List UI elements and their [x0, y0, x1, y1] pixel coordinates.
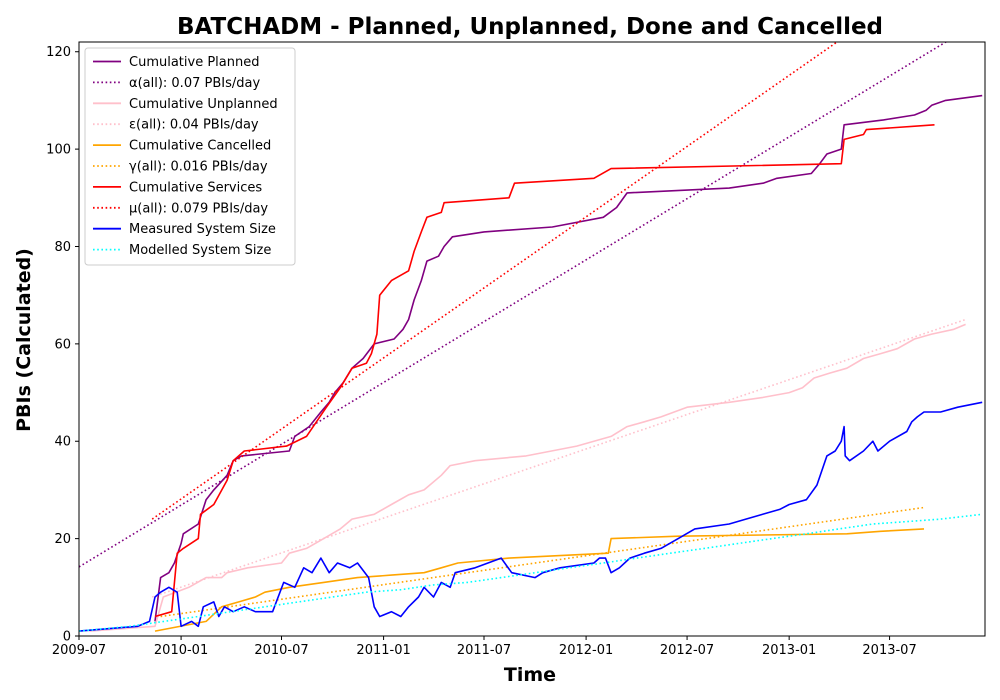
y-tick-label: 60	[54, 337, 71, 352]
x-axis-label: Time	[504, 664, 556, 686]
plot-series	[79, 42, 983, 632]
series-line-7	[151, 42, 839, 520]
y-tick-label: 100	[46, 143, 71, 158]
x-tick-label: 2013-07	[862, 643, 916, 658]
legend: Cumulative Planned α(all): 0.07 PBIs/day C…	[84, 47, 296, 266]
series-line-5	[160, 506, 925, 618]
legend-label: γ(all): 0.016 PBIs/day	[129, 160, 268, 175]
legend-label: Cumulative Unplanned	[129, 97, 278, 112]
legend-entry-all-0-079-pbis-day: μ(all): 0.079 PBIs/day	[93, 201, 268, 216]
x-axis: 2009-07 2010-01 2010-07 2011-01 2011-07 2012-…	[52, 636, 917, 658]
legend-label: μ(all): 0.079 PBIs/day	[129, 201, 268, 216]
y-tick-label: 40	[54, 435, 71, 450]
y-tick-label: 0	[63, 630, 71, 645]
y-tick-label: 120	[46, 45, 71, 60]
legend-label: α(all): 0.07 PBIs/day	[129, 76, 260, 91]
legend-box	[84, 47, 296, 266]
x-tick-label: 2010-01	[154, 643, 208, 658]
legend-entry-all-0-016-pbis-day: γ(all): 0.016 PBIs/day	[93, 160, 268, 175]
series-line-4	[154, 528, 925, 632]
legend-entry-all-0-04-pbis-day: ε(all): 0.04 PBIs/day	[93, 118, 259, 133]
series-line-6	[154, 124, 935, 618]
legend-entry-cumulative-planned: Cumulative Planned	[93, 55, 259, 70]
series-line-9	[79, 513, 983, 632]
x-tick-label: 2012-01	[559, 643, 613, 658]
y-tick-label: 20	[54, 532, 71, 547]
plot-frame	[78, 41, 986, 637]
legend-label: ε(all): 0.04 PBIs/day	[129, 118, 259, 133]
chart-title: BATCHADM - Planned, Unplanned, Done and …	[177, 14, 883, 40]
legend-entry-cumulative-unplanned: Cumulative Unplanned	[93, 97, 278, 112]
legend-label: Cumulative Planned	[129, 55, 259, 70]
legend-label: Cumulative Cancelled	[129, 139, 271, 154]
legend-label: Cumulative Services	[129, 180, 262, 195]
x-tick-label: 2009-07	[52, 643, 106, 658]
legend-entry-modelled-system-size: Modelled System Size	[93, 243, 271, 258]
series-line-0	[154, 94, 983, 622]
x-tick-label: 2011-07	[457, 643, 511, 658]
series-line-3	[151, 318, 966, 598]
legend-entry-cumulative-services: Cumulative Services	[93, 180, 262, 195]
x-tick-label: 2013-01	[762, 643, 816, 658]
y-axis: 0 20 40 60 80 100 120	[46, 45, 79, 645]
legend-label: Measured System Size	[129, 222, 276, 237]
y-tick-label: 80	[54, 240, 71, 255]
series-line-8	[79, 401, 983, 632]
legend-entry-measured-system-size: Measured System Size	[93, 222, 276, 237]
x-tick-label: 2010-07	[254, 643, 308, 658]
series-line-2	[89, 323, 966, 632]
legend-entry-all-0-07-pbis-day: α(all): 0.07 PBIs/day	[93, 76, 260, 91]
legend-entry-cumulative-cancelled: Cumulative Cancelled	[93, 139, 271, 154]
x-tick-label: 2011-01	[356, 643, 410, 658]
y-axis-label: PBIs (Calculated)	[13, 248, 35, 432]
legend-label: Modelled System Size	[129, 243, 271, 258]
x-tick-label: 2012-07	[660, 643, 714, 658]
